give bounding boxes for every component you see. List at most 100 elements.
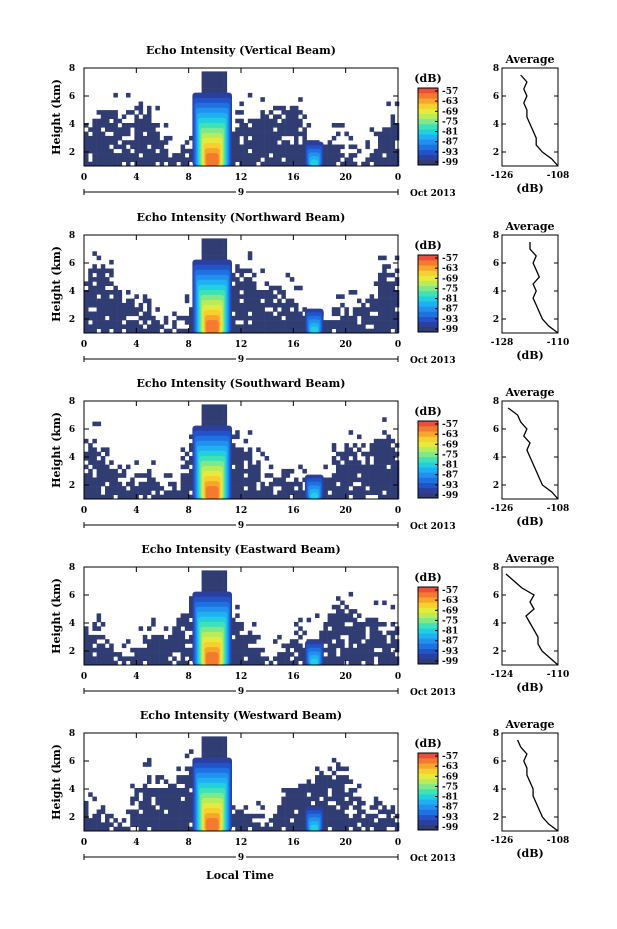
echo-cell [281,140,286,145]
echo-cell [336,826,341,832]
echo-cell [323,161,328,167]
echo-cell [386,451,391,457]
echo-cell [231,456,236,461]
echo-cell [273,328,278,334]
echo-cell [247,473,253,478]
echo-cell [302,148,307,154]
echo-cell [134,118,139,124]
echo-cell [390,118,396,124]
profile-title: Average [504,386,554,399]
x-tick-label: 0 [81,506,87,516]
echo-cell [289,652,295,657]
echo-cell [92,822,97,827]
echo-cell [231,153,236,158]
echo-cell [84,148,89,154]
echo-cell [184,788,190,793]
echo-cell [252,822,257,827]
echo-cell [142,822,148,827]
echo-cell [151,805,156,810]
colorbar-tick-label: -99 [442,657,458,667]
echo-cell [96,494,102,500]
echo-cell [117,294,123,299]
echo-cell [130,647,135,653]
echo-cell [180,643,186,649]
echo-cell [168,783,173,789]
echo-cell [252,148,257,154]
echo-cell [180,315,186,321]
echo-cell [231,626,236,631]
echo-cell [184,298,190,304]
echo-cell [327,144,333,150]
panel-3: Echo Intensity (Southward Beam)2468Heigh… [50,377,569,532]
echo-cell [176,494,181,500]
echo-cell [96,421,102,427]
profile-x-tick-label: -110 [547,338,570,348]
echo-cell [210,753,215,759]
echo-cell [323,477,328,483]
echo-cell [235,473,240,478]
echo-cell [285,272,291,278]
echo-cell [222,745,228,750]
echo-cell [289,110,295,115]
echo-cell [281,656,286,661]
echo-cell [235,131,240,137]
echo-cell [256,144,261,150]
echo-cell [201,255,207,261]
echo-cell [247,494,253,500]
echo-cell [281,118,286,124]
colorbar-segment [418,88,438,94]
echo-cell [378,456,383,461]
echo-cell [357,490,362,495]
profile-frame [501,400,559,500]
echo-cell [365,157,370,162]
echo-cell [277,153,282,158]
echo-cell [189,626,194,631]
echo-cell [100,324,106,329]
echo-cell [340,792,345,797]
echo-cell [88,443,93,448]
echo-cell [382,805,387,810]
echo-cell [243,148,249,154]
colorbar-segment [418,118,438,125]
colorbar-segment [418,103,438,109]
echo-cell [147,652,152,657]
echo-cell [163,779,169,784]
date-label: Oct 2013 [410,189,456,199]
echo-cell [331,473,337,478]
echo-cell [340,656,345,661]
echo-cell [273,157,278,162]
echo-cell [264,123,270,128]
echo-cell [189,770,194,776]
echo-cell [378,460,383,465]
echo-cell [331,490,337,495]
echo-cell [172,826,177,832]
echo-cell [151,788,156,793]
echo-cell [121,302,127,308]
echo-cell [222,80,228,85]
echo-cell [235,639,240,644]
plume-layer [205,486,219,499]
echo-cell [378,643,383,649]
colorbar-segment [418,129,438,135]
echo-cell [323,822,328,827]
echo-cell [147,105,152,111]
echo-cell [180,481,186,487]
colorbar-segment [418,144,438,150]
echo-cell [96,315,102,321]
echo-cell [130,783,135,789]
echo-cell [256,652,261,657]
y-tick-label: 4 [69,619,75,629]
x-tick-label: 8 [186,173,192,183]
profile-x-label: (dB) [516,681,543,694]
echo-cell [361,818,366,823]
echo-cell [382,311,387,317]
echo-cell [390,148,396,154]
echo-cell [155,643,160,649]
echo-cell [151,822,156,827]
echo-cell [88,268,93,274]
echo-cell [336,604,341,610]
echo-cell [100,153,106,158]
echo-cell [235,144,240,150]
colorbar-frame [417,586,439,665]
echo-cell [84,144,89,150]
